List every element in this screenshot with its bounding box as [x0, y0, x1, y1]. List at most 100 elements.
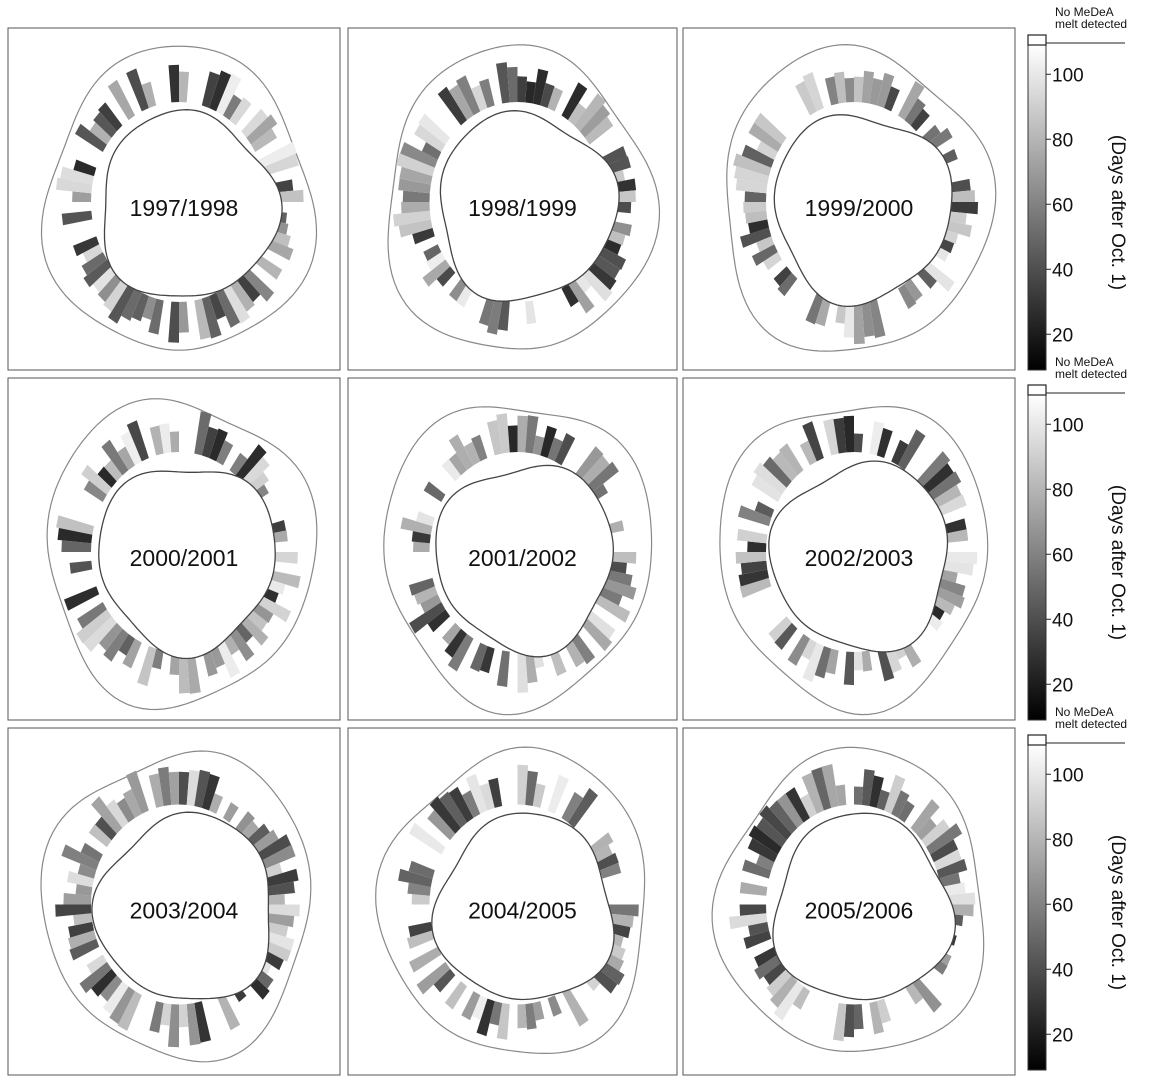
melt-patch: [517, 764, 529, 805]
melt-patch: [785, 787, 810, 823]
melt-patch: [179, 71, 189, 103]
melt-patch: [92, 266, 117, 293]
melt-patch: [743, 202, 767, 213]
melt-patch: [421, 142, 442, 160]
colorbar-tick-label: 40: [1052, 260, 1073, 281]
melt-patch: [574, 93, 606, 132]
melt-patch: [57, 527, 93, 544]
melt-patch: [179, 771, 190, 805]
melt-patch: [241, 616, 269, 646]
melt-patch: [568, 278, 595, 314]
melt-patch: [799, 440, 817, 466]
melt-patch: [118, 633, 135, 656]
melt-patch: [800, 793, 817, 818]
melt-patch: [86, 954, 107, 974]
melt-patch: [478, 296, 495, 326]
melt-patch: [216, 288, 241, 328]
melt-patch: [745, 210, 768, 224]
melt-patch: [103, 278, 129, 312]
melt-patch: [151, 648, 164, 670]
melt-patch: [73, 159, 97, 177]
no-melt-label: No MeDeA: [1055, 705, 1114, 719]
melt-patch: [160, 1003, 172, 1026]
melt-patch: [600, 862, 622, 879]
melt-patch: [126, 770, 149, 814]
melt-patch: [579, 455, 610, 488]
no-melt-label: No MeDeA: [1055, 5, 1114, 19]
melt-patch: [756, 854, 775, 871]
melt-patch: [748, 122, 782, 152]
melt-patch: [436, 266, 456, 287]
season-label: 1999/2000: [805, 195, 914, 221]
melt-patch: [740, 227, 772, 248]
melt-patch: [496, 650, 510, 687]
melt-patch: [464, 441, 481, 466]
melt-patch: [141, 81, 157, 108]
melt-patch: [101, 439, 129, 476]
melt-patch: [496, 413, 510, 454]
melt-patch: [83, 616, 117, 653]
melt-patch: [409, 946, 442, 973]
melt-patch: [107, 79, 135, 121]
melt-patch: [835, 784, 847, 806]
melt-patch: [209, 428, 228, 462]
melt-patch: [258, 141, 298, 168]
colorbar-gradient: [1027, 44, 1047, 371]
melt-patch: [739, 904, 767, 916]
melt-patch: [426, 252, 446, 271]
melt-patch: [56, 177, 93, 194]
melt-patch: [748, 825, 782, 855]
map-panel: 2002/2003: [682, 377, 1016, 721]
melt-patch: [448, 434, 474, 471]
melt-patch: [593, 594, 631, 623]
melt-patch: [408, 921, 433, 938]
melt-patch: [605, 904, 639, 917]
melt-patch: [593, 844, 613, 863]
melt-patch: [823, 418, 839, 456]
melt-patch: [81, 464, 112, 495]
colorbar-label: (Days after Oct. 1): [1107, 135, 1128, 290]
melt-patch: [547, 87, 563, 112]
melt-patch: [898, 80, 925, 121]
melt-patch: [833, 417, 847, 454]
melt-patch: [532, 68, 549, 106]
continent: [431, 812, 615, 1001]
melt-patch: [77, 863, 97, 879]
melt-patch: [547, 995, 562, 1017]
melt-patch: [449, 278, 467, 302]
melt-patch: [737, 528, 768, 544]
melt-patch: [55, 904, 92, 917]
melt-patch: [869, 78, 883, 106]
melt-patch: [83, 480, 107, 502]
melt-patch: [241, 108, 268, 138]
melt-patch: [904, 278, 923, 302]
melt-patch: [229, 97, 252, 126]
colorbar-tick-label: 60: [1052, 195, 1073, 216]
melt-patch: [456, 283, 474, 308]
melt-patch: [876, 427, 893, 458]
melt-patch: [525, 1003, 537, 1030]
melt-patch: [416, 961, 451, 995]
melt-patch: [209, 292, 226, 320]
melt-patch: [486, 298, 503, 335]
map-panel: 2001/2002: [347, 377, 678, 721]
melt-patch: [109, 986, 135, 1025]
melt-patch: [769, 800, 798, 834]
melt-patch: [584, 609, 616, 640]
melt-patch: [251, 829, 279, 855]
melt-patch: [561, 82, 588, 121]
melt-patch: [261, 930, 295, 951]
melt-patch: [876, 789, 890, 811]
melt-patch: [762, 456, 792, 488]
melt-patch: [149, 1001, 164, 1033]
melt-patch: [75, 884, 93, 896]
melt-patch: [407, 882, 431, 896]
melt-patch: [148, 298, 164, 335]
melt-patch: [739, 881, 768, 896]
melt-patch: [597, 852, 619, 871]
melt-patch: [131, 292, 149, 322]
melt-patch: [81, 252, 107, 276]
melt-patch: [773, 266, 792, 287]
melt-patch: [60, 166, 94, 185]
melt-patch: [402, 190, 430, 202]
